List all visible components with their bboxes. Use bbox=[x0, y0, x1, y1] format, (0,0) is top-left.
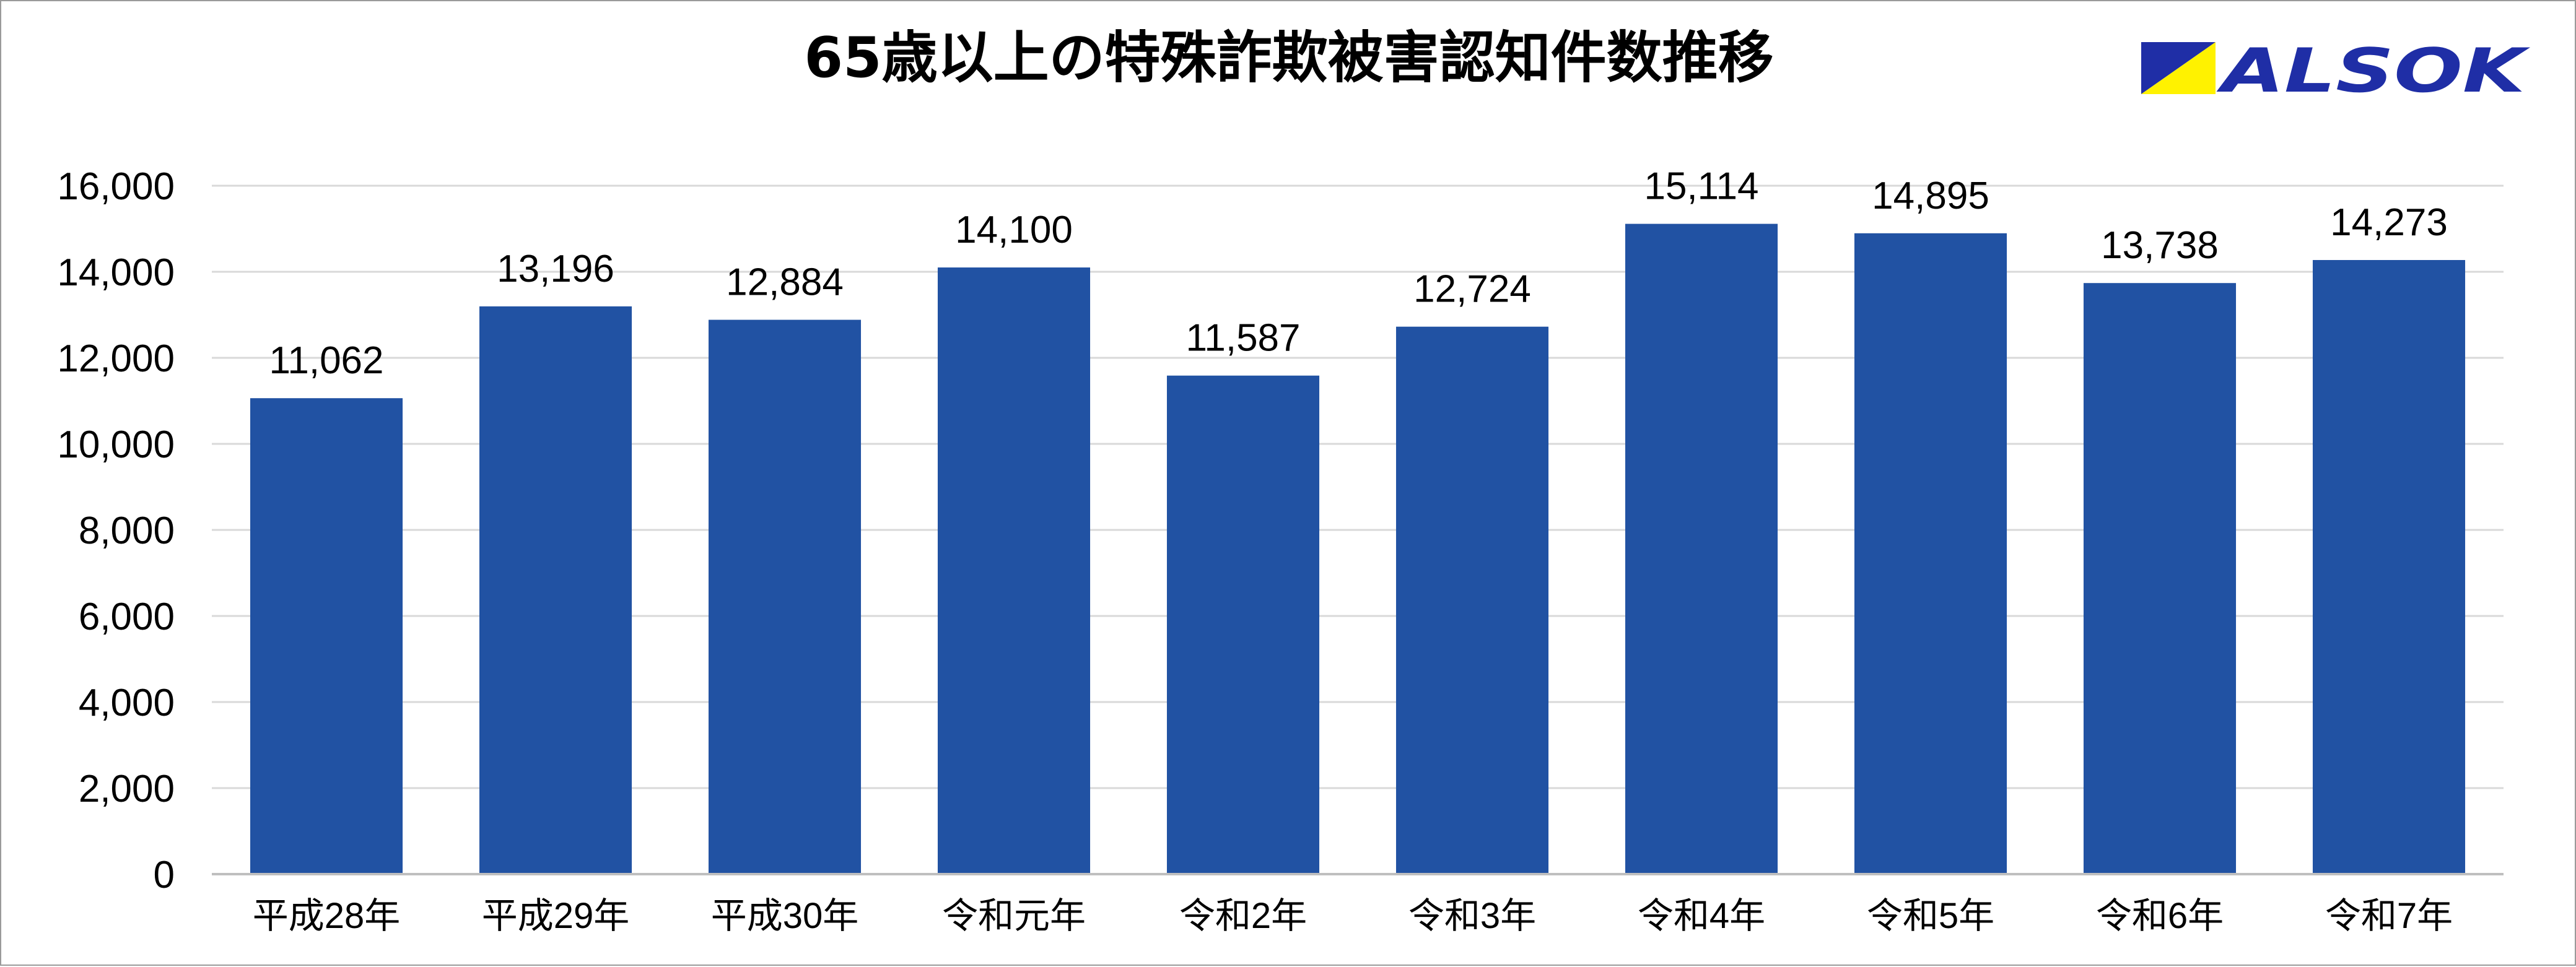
bar bbox=[1166, 375, 1320, 874]
data-labels: 11,062 13,196 12,884 14,100 11,587 12,724 15,1… bbox=[269, 165, 2447, 383]
y-tick-label: 16,000 bbox=[57, 165, 175, 208]
x-category-label: 令和6年 bbox=[2096, 896, 2224, 936]
alsok-logo: ALSOK bbox=[2141, 36, 2531, 106]
logo-yellow-shape bbox=[2141, 42, 2216, 94]
y-tick-label: 6,000 bbox=[79, 596, 175, 638]
y-tick-label: 4,000 bbox=[79, 682, 175, 724]
bar bbox=[708, 319, 862, 874]
bar-value-label: 14,895 bbox=[1872, 175, 1989, 217]
bar bbox=[2083, 283, 2237, 875]
bar-value-label: 14,273 bbox=[2330, 201, 2448, 244]
bar-value-label: 12,724 bbox=[1413, 268, 1531, 311]
bar bbox=[1395, 326, 1549, 874]
logo-wordmark: ALSOK bbox=[2216, 36, 2531, 106]
y-axis-ticks: 0 2,000 4,000 6,000 8,000 10,000 12,000 14,000 1… bbox=[57, 165, 175, 896]
x-axis-categories: 平成28年 平成29年 平成30年 令和元年 令和2年 令和3年 令和4年 令和5年 令和6年 令… bbox=[253, 896, 2453, 936]
y-tick-label: 0 bbox=[154, 854, 175, 896]
bar bbox=[937, 267, 1091, 874]
bar-value-label: 13,738 bbox=[2101, 224, 2219, 267]
bar bbox=[1854, 233, 2007, 874]
bars bbox=[250, 223, 2466, 875]
chart-title: 65歳以上の特殊詐欺被害認知件数推移 bbox=[804, 25, 1773, 90]
x-category-label: 平成28年 bbox=[253, 896, 401, 936]
x-category-label: 令和7年 bbox=[2325, 896, 2453, 936]
y-tick-label: 10,000 bbox=[57, 423, 175, 466]
x-category-label: 平成30年 bbox=[711, 896, 859, 936]
x-category-label: 令和2年 bbox=[1179, 896, 1307, 936]
bar bbox=[250, 398, 403, 874]
y-tick-label: 2,000 bbox=[79, 768, 175, 810]
bar-value-label: 11,062 bbox=[269, 339, 383, 382]
x-category-label: 令和元年 bbox=[942, 896, 1086, 936]
y-tick-label: 14,000 bbox=[57, 251, 175, 294]
bar-value-label: 15,114 bbox=[1644, 165, 1758, 208]
bar-value-label: 13,196 bbox=[497, 248, 614, 290]
bar bbox=[2312, 260, 2466, 874]
bar-value-label: 12,884 bbox=[726, 261, 844, 304]
x-category-label: 令和4年 bbox=[1638, 896, 1765, 936]
y-tick-label: 12,000 bbox=[57, 337, 175, 380]
bar bbox=[479, 306, 632, 874]
bar-value-label: 14,100 bbox=[955, 209, 1073, 251]
y-tick-label: 8,000 bbox=[79, 510, 175, 552]
x-category-label: 平成29年 bbox=[482, 896, 630, 936]
x-category-label: 令和3年 bbox=[1408, 896, 1536, 936]
bar bbox=[1625, 223, 1778, 874]
x-category-label: 令和5年 bbox=[1867, 896, 1994, 936]
bar-value-label: 11,587 bbox=[1185, 317, 1300, 360]
